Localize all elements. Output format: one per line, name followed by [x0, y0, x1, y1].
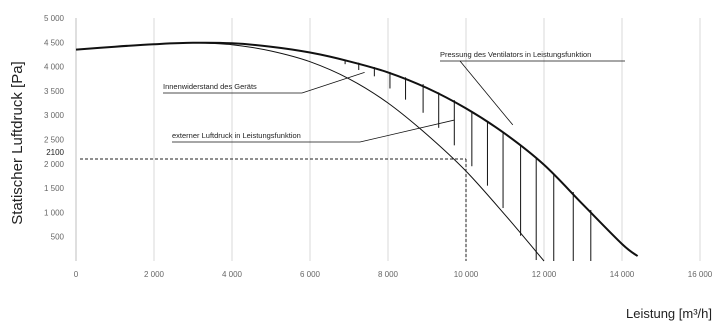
x-tick-label: 0: [74, 270, 79, 279]
x-tick-label: 2 000: [144, 270, 165, 279]
fan-pressure-leader: [459, 60, 514, 126]
grid: [153, 18, 701, 261]
y-tick-label: 4 000: [44, 63, 65, 72]
external-pressure-leader: [359, 119, 455, 143]
axes: 0 2 000 4 000 6 000 8 000 10 000 12 000 14 000 1…: [44, 14, 713, 279]
y-tick-label: 2 500: [44, 136, 65, 145]
y-tick-label: 4 500: [44, 38, 65, 47]
internal-resistance-leader: [301, 72, 365, 94]
x-tick-label: 6 000: [300, 270, 321, 279]
y-tick-label: 5 000: [44, 14, 65, 23]
internal-resistance-label: Innenwiderstand des Geräts: [163, 82, 257, 91]
y-tick-label: 2 000: [44, 160, 65, 169]
y-tick-label: 1 000: [44, 208, 65, 217]
x-tick-label: 8 000: [378, 270, 399, 279]
y-tick-label: 3 000: [44, 111, 65, 120]
x-tick-label: 4 000: [222, 270, 243, 279]
external-pressure-curve: [192, 42, 545, 262]
x-tick-label: 14 000: [610, 270, 635, 279]
y-axis-label: Statischer Luftdruck [Pa]: [9, 61, 26, 224]
x-tick-label: 10 000: [454, 270, 479, 279]
y-tick-label: 1 500: [44, 184, 65, 193]
x-axis-label: Leistung [m³/h]: [626, 306, 712, 321]
fan-pressure-curve: [75, 41, 639, 257]
y-tick-label: 3 500: [44, 87, 65, 96]
y-tick-label: 500: [51, 233, 65, 242]
operating-point-label: 2100: [46, 148, 64, 157]
series: [75, 41, 639, 262]
fan-pressure-label: Pressung des Ventilators in Leistungsfun…: [440, 50, 591, 59]
x-tick-label: 16 000: [688, 270, 713, 279]
external-pressure-label: externer Luftdruck in Leistungsfunktion: [172, 131, 301, 140]
annotations: 2100 Pressung des Ventilators in Leistung…: [46, 50, 625, 261]
x-tick-label: 12 000: [532, 270, 557, 279]
